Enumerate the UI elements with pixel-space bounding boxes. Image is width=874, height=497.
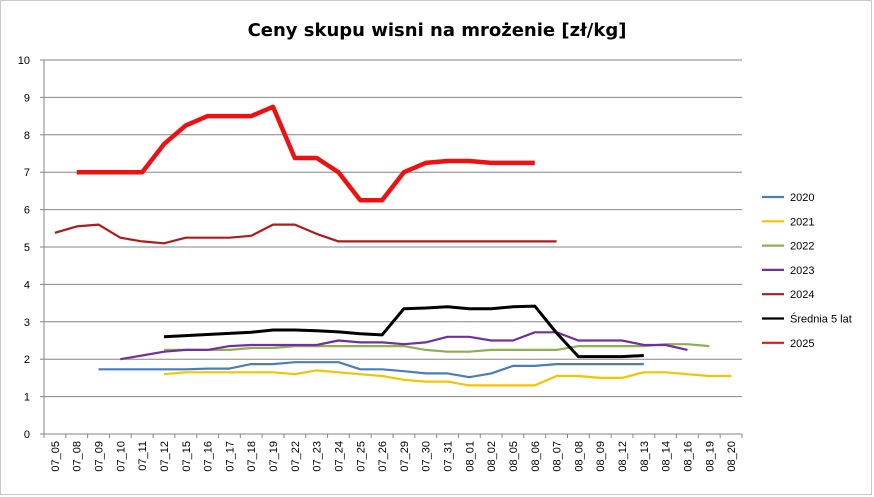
y-tick-label: 2 (24, 354, 30, 366)
gridlines (40, 59, 742, 435)
legend-entry: 2024 (790, 289, 814, 301)
y-tick-label: 3 (24, 317, 30, 329)
x-tick-label: 07_10 (115, 441, 127, 472)
y-tick-labels: 0 1 2 3 4 5 6 7 8 9 10 (18, 55, 30, 441)
x-tick-label: 08_19 (704, 441, 716, 472)
x-tick-label: 07_09 (94, 441, 106, 472)
x-tick-label: 07_08 (72, 441, 84, 472)
series-line-1 (163, 369, 732, 387)
legend-entry: 2020 (790, 192, 814, 204)
series-line-6 (76, 104, 535, 203)
legend-entry: Średnia 5 lat (790, 313, 852, 326)
legend-entry: 2025 (790, 338, 814, 350)
x-tick-label: 08_02 (486, 441, 498, 472)
series-line-3 (120, 331, 688, 361)
y-tick-label: 5 (24, 242, 30, 254)
y-tick-label: 7 (24, 167, 30, 179)
x-tick-label: 08_07 (552, 441, 564, 472)
series-line-0 (98, 361, 644, 379)
x-tick-label: 07_26 (377, 441, 389, 472)
axes (43, 60, 743, 438)
x-tick-label: 07_18 (246, 441, 258, 472)
x-tick-label: 07_05 (50, 441, 62, 472)
x-tick-label: 07_16 (203, 441, 215, 472)
x-tick-label: 08_05 (508, 441, 520, 472)
y-tick-label: 8 (24, 130, 30, 142)
y-tick-label: 6 (24, 205, 30, 217)
x-tick-label: 08_06 (530, 441, 542, 472)
series-line-5 (163, 304, 644, 359)
x-tick-label: 07_30 (421, 441, 433, 472)
x-tick-label: 07_23 (312, 441, 324, 472)
x-tick-label: 07_15 (181, 441, 193, 472)
x-tick-label: 08_14 (661, 441, 673, 472)
x-tick-label: 07_24 (333, 441, 345, 472)
x-tick-label: 07_22 (290, 441, 302, 472)
x-tick-label: 08_13 (639, 441, 651, 472)
x-tick-labels: 07_05 07_08 07_09 07_10 07_11 07_12 07_15 07_16… (50, 441, 738, 472)
x-tick-label: 08_12 (617, 441, 629, 472)
legend-entry: 2023 (790, 265, 814, 277)
legend-entry: 2022 (790, 241, 814, 253)
x-tick-label: 07_19 (268, 441, 280, 472)
x-tick-label: 07_31 (443, 441, 455, 472)
x-tick-label: 08_09 (595, 441, 607, 472)
x-tick-label: 07_25 (355, 441, 367, 472)
x-tick-label: 08_01 (464, 441, 476, 472)
y-tick-label: 1 (24, 392, 30, 404)
x-tick-label: 07_12 (159, 441, 171, 472)
legend: 2020 2021 2022 2023 2024 Średnia 5 lat 2025 (762, 192, 852, 350)
x-tick-label: 08_08 (573, 441, 585, 472)
y-tick-label: 4 (24, 279, 30, 291)
x-tick-label: 08_20 (726, 441, 738, 472)
series-lines (54, 104, 732, 387)
x-tick-label: 07_29 (399, 441, 411, 472)
x-tick-label: 07_17 (224, 441, 236, 472)
legend-entry: 2021 (790, 216, 814, 228)
y-tick-label: 9 (24, 92, 30, 104)
y-tick-label: 0 (24, 429, 30, 441)
y-tick-label: 10 (18, 55, 30, 67)
series-line-2 (164, 343, 710, 353)
x-tick-label: 07_11 (137, 441, 149, 471)
series-line-4 (54, 223, 557, 245)
chart-title: Ceny skupu wisni na mrożenie [zł/kg] (248, 20, 627, 41)
x-tick-label: 08_16 (682, 441, 694, 472)
